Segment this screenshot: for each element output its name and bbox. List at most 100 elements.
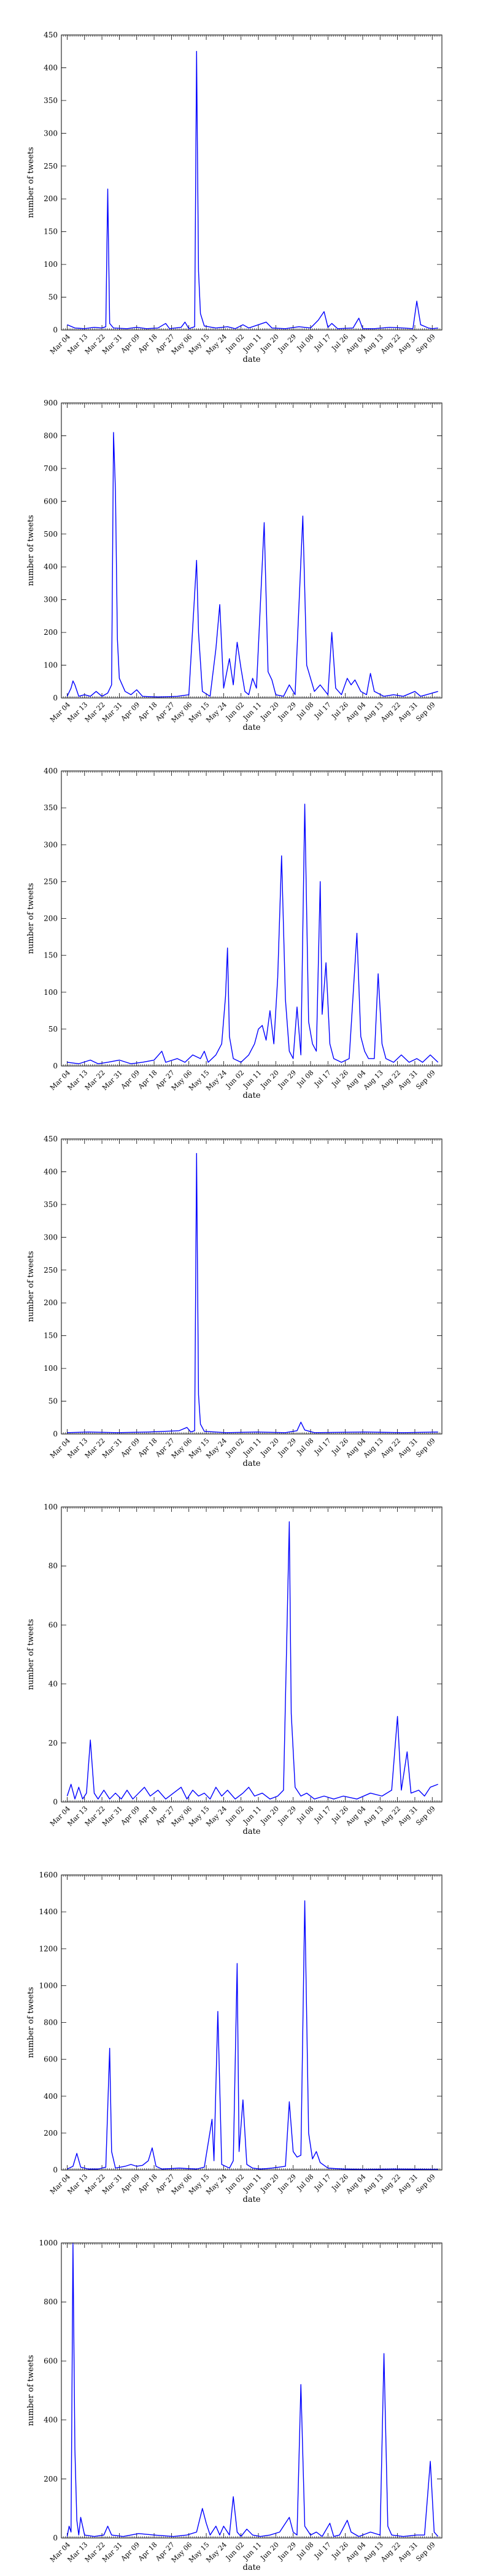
- x-tick-label: Jun 29: [276, 332, 298, 354]
- y-tick-label: 450: [44, 1135, 58, 1143]
- x-tick-label: Apr 18: [136, 1068, 159, 1091]
- y-tick-label: 700: [44, 464, 58, 473]
- x-tick-label: Jun 11: [241, 1804, 263, 1826]
- x-axis-label: date: [243, 2195, 261, 2204]
- y-tick-label: 0: [53, 326, 58, 334]
- y-tick-label: 100: [44, 661, 58, 670]
- y-tick-label: 500: [44, 530, 58, 539]
- y-tick-label: 50: [48, 1025, 58, 1033]
- y-axis-label: number of tweets: [26, 2355, 36, 2426]
- y-tick-label: 150: [44, 951, 58, 960]
- y-tick-label: 250: [44, 162, 58, 171]
- y-tick-label: 0: [53, 694, 58, 702]
- x-tick-label: Jun 29: [276, 700, 298, 722]
- y-tick-label: 20: [48, 1739, 58, 1747]
- y-tick-label: 400: [44, 63, 58, 72]
- y-tick-label: 800: [44, 2298, 58, 2306]
- x-tick-label: Apr 18: [136, 2172, 159, 2195]
- y-tick-label: 400: [44, 562, 58, 571]
- x-minor-ticks: [61, 771, 443, 1066]
- y-tick-label: 400: [44, 1167, 58, 1176]
- x-minor-ticks: [61, 1875, 443, 2170]
- x-tick-label: Jul 08: [295, 1068, 315, 1089]
- x-tick-label: Jul 17: [312, 1436, 333, 1457]
- x-tick-label: Sep 09: [414, 1436, 436, 1459]
- x-tick-label: Jun 29: [276, 1068, 298, 1090]
- y-tick-label: 200: [44, 1298, 58, 1307]
- y-axis-label: number of tweets: [26, 1987, 36, 2058]
- y-tick-label: 800: [44, 2018, 58, 2027]
- x-tick-label: Jun 20: [258, 1436, 280, 1458]
- x-tick-label: Apr 09: [119, 2540, 142, 2563]
- x-axis-label: date: [243, 2563, 261, 2572]
- x-minor-ticks: [61, 1507, 443, 1802]
- series-line: [67, 1900, 438, 2170]
- y-tick-label: 0: [53, 1430, 58, 1438]
- y-tick-label: 300: [44, 129, 58, 137]
- x-axis-label: date: [243, 1091, 261, 1100]
- y-tick-label: 200: [44, 2129, 58, 2137]
- y-tick-label: 60: [48, 1620, 58, 1629]
- plot-frame: [61, 770, 443, 1067]
- x-tick-label: Jul 08: [295, 1436, 315, 1457]
- y-tick-label: 0: [53, 1062, 58, 1070]
- x-tick-label: Jul 17: [312, 2540, 333, 2561]
- y-tick-label: 1000: [39, 2239, 58, 2247]
- y-tick-label: 400: [44, 2416, 58, 2425]
- y-tick-label: 1400: [39, 1907, 58, 1916]
- x-tick-label: Apr 18: [136, 332, 159, 355]
- x-tick-label: Apr 18: [136, 1436, 159, 1459]
- x-tick-label: Jun 02: [224, 332, 246, 354]
- x-tick-label: Jun 29: [276, 2172, 298, 2194]
- plot-frame: [61, 2242, 443, 2539]
- y-tick-label: 800: [44, 431, 58, 440]
- x-axis-label: date: [243, 723, 261, 732]
- y-tick-label: 40: [48, 1680, 58, 1689]
- x-tick-label: Sep 09: [414, 2172, 436, 2195]
- y-tick-label: 350: [44, 96, 58, 105]
- y-tick-label: 350: [44, 1200, 58, 1209]
- y-axis-label: number of tweets: [26, 1251, 36, 1322]
- x-tick-label: Jun 29: [276, 2540, 298, 2562]
- x-tick-label: Sep 09: [414, 1804, 436, 1827]
- x-tick-label: Jun 20: [258, 1068, 280, 1090]
- series-line: [67, 803, 439, 1065]
- x-tick-label: Jun 29: [276, 1436, 298, 1458]
- x-tick-label: Jun 02: [224, 1804, 246, 1826]
- x-tick-label: Jun 29: [276, 1804, 298, 1826]
- x-tick-label: Jun 20: [258, 332, 280, 354]
- series-line: [67, 1152, 438, 1433]
- x-tick-label: Jun 11: [241, 2540, 263, 2562]
- y-tick-label: 1200: [39, 1944, 58, 1953]
- x-tick-label: Jun 20: [258, 700, 280, 722]
- y-tick-label: 100: [44, 1503, 58, 1511]
- series-line: [66, 432, 438, 698]
- x-tick-label: Jul 08: [295, 700, 315, 721]
- x-tick-label: Apr 09: [119, 332, 142, 355]
- x-tick-label: Jun 02: [224, 2172, 246, 2194]
- y-tick-label: 0: [53, 2534, 58, 2542]
- x-tick-label: Jun 11: [241, 332, 263, 354]
- y-tick-label: 100: [44, 988, 58, 997]
- x-tick-label: Jun 02: [224, 1436, 246, 1458]
- y-axis-label: number of tweets: [26, 1619, 36, 1690]
- plot-frame: [61, 1874, 443, 2171]
- y-tick-label: 900: [44, 399, 58, 407]
- y-tick-label: 350: [44, 803, 58, 812]
- y-tick-label: 150: [44, 228, 58, 236]
- x-tick-label: Jun 11: [241, 2172, 263, 2194]
- x-tick-label: Jun 11: [241, 700, 263, 722]
- y-tick-label: 450: [44, 31, 58, 39]
- x-tick-label: Jun 02: [224, 2540, 246, 2562]
- x-tick-label: Jul 17: [312, 1804, 333, 1825]
- x-axis-label: date: [243, 1459, 261, 1468]
- x-tick-label: Apr 09: [119, 1068, 142, 1091]
- x-tick-label: Jul 08: [295, 2540, 315, 2561]
- x-tick-label: Jul 17: [312, 700, 333, 721]
- y-tick-label: 300: [44, 596, 58, 604]
- x-minor-ticks: [61, 1139, 443, 1434]
- y-tick-label: 400: [44, 2092, 58, 2101]
- x-tick-label: Jul 17: [312, 2172, 333, 2193]
